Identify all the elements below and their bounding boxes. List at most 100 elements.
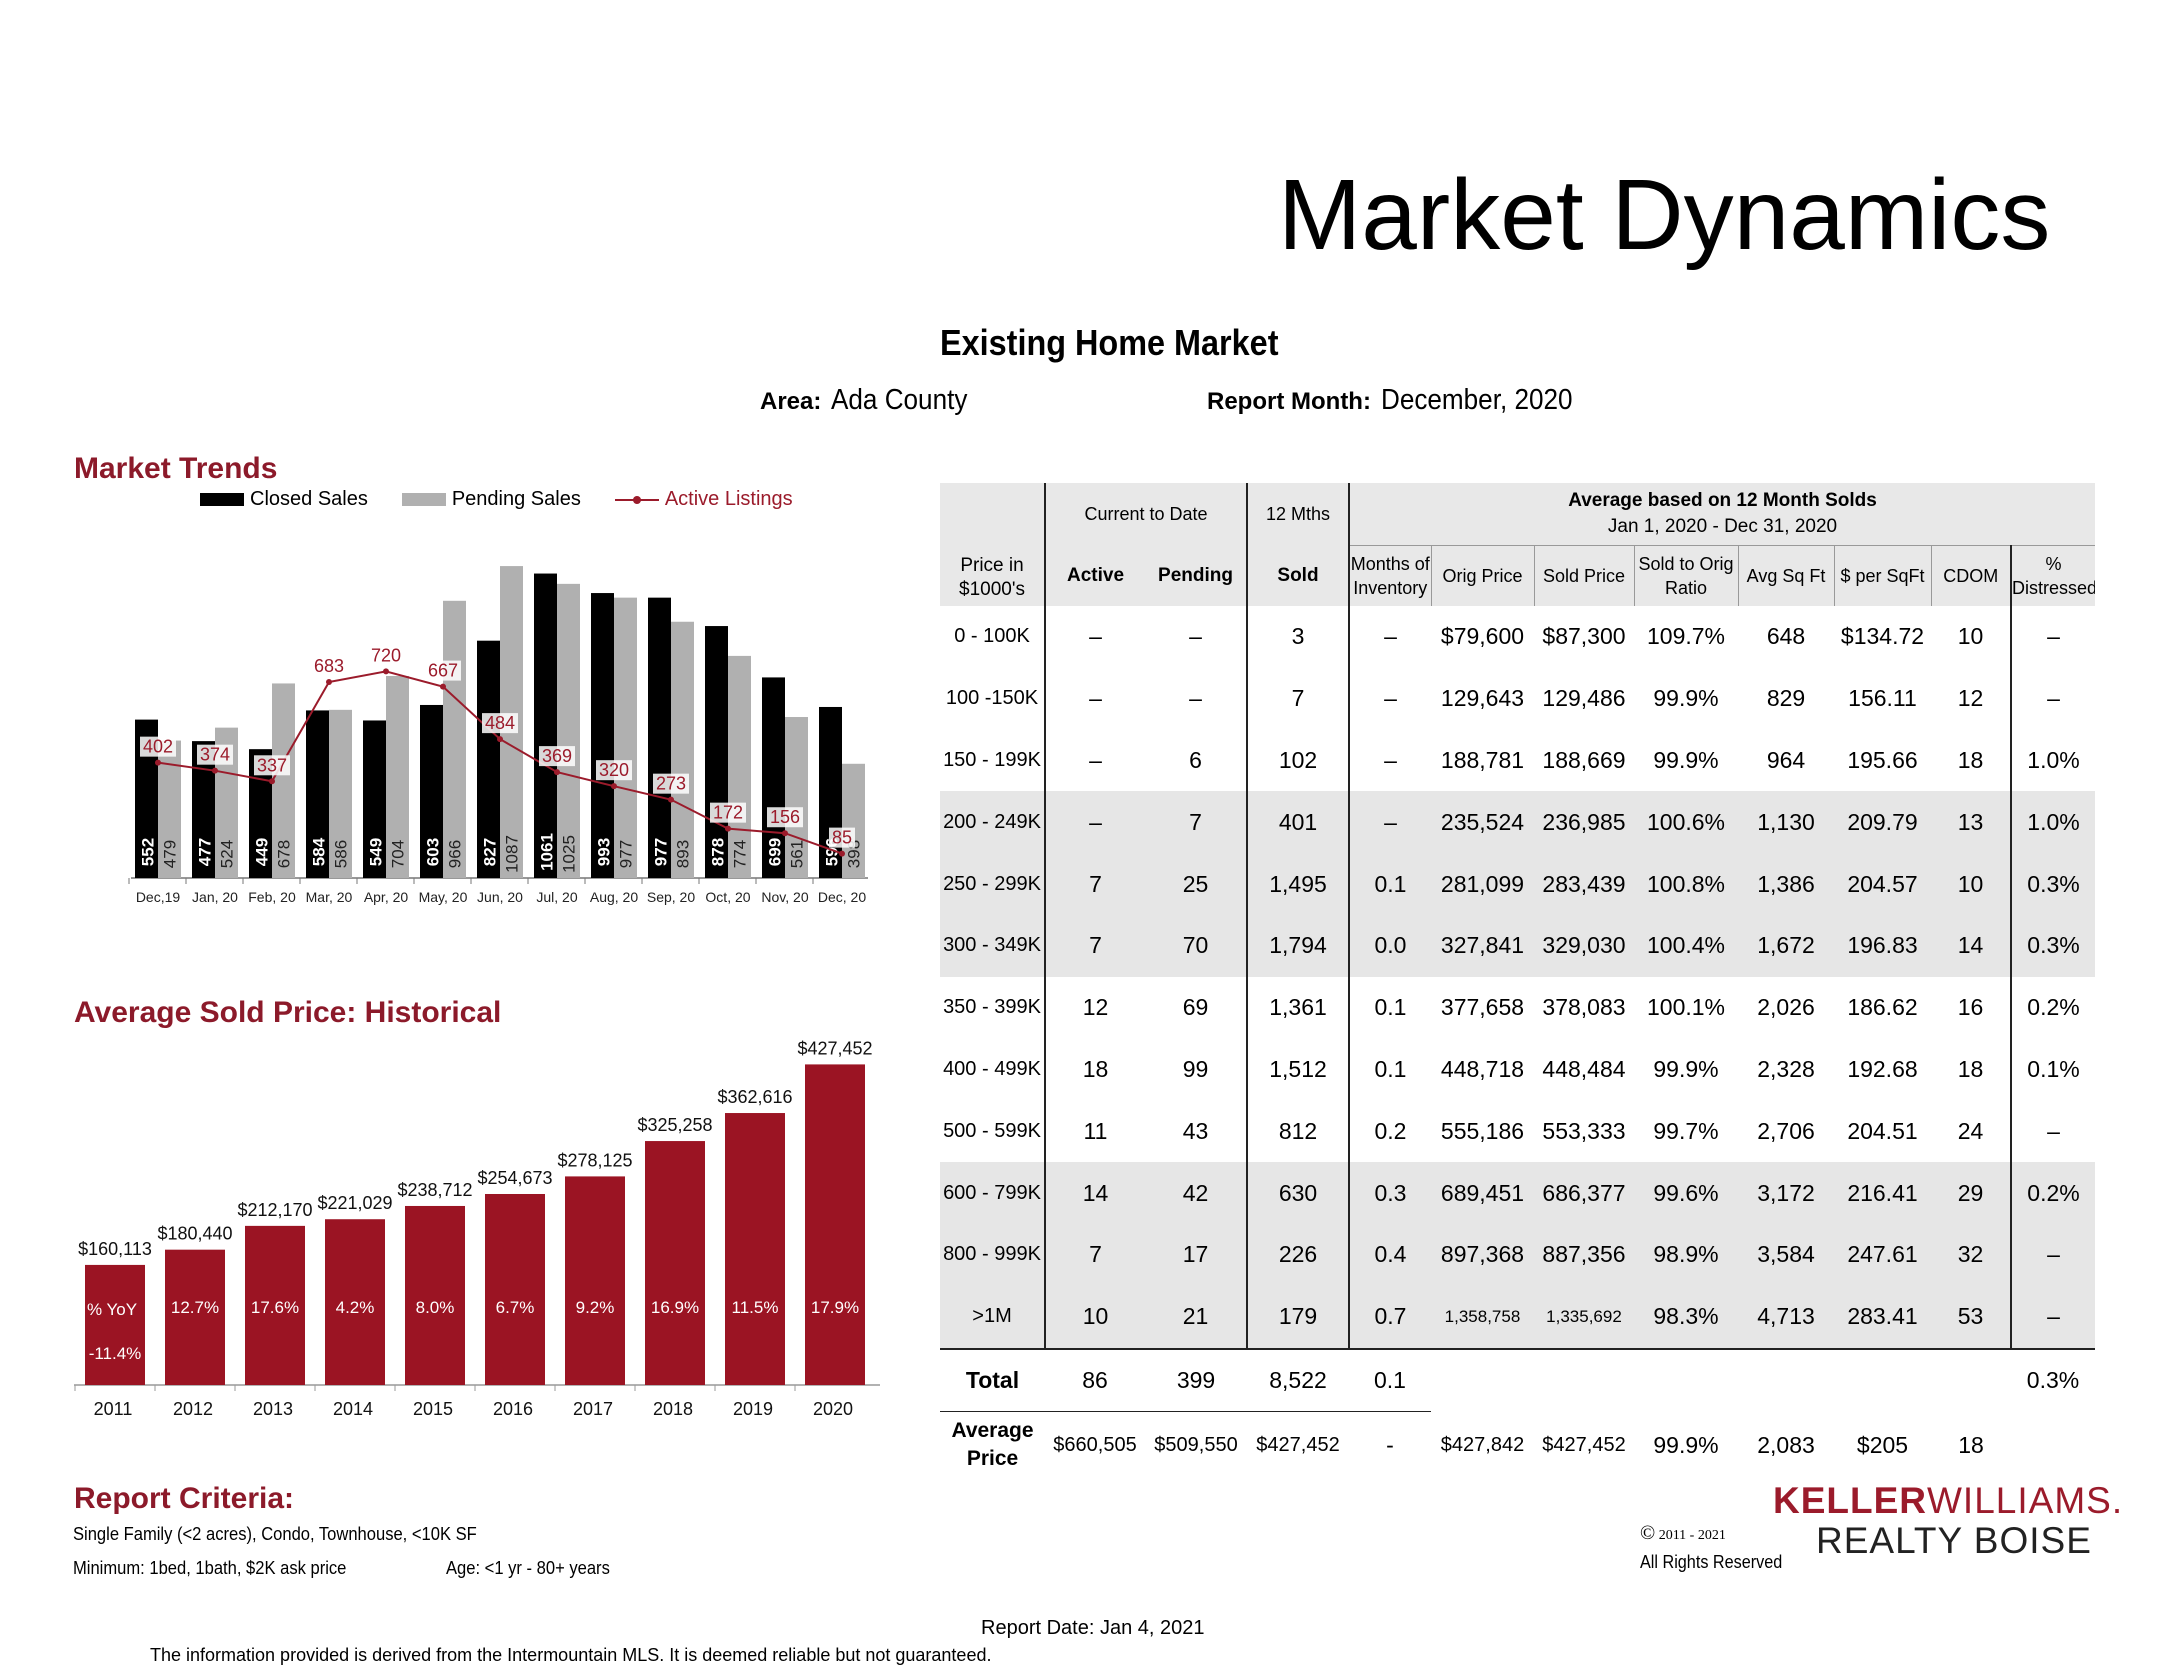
- table-cell: 283,439: [1534, 853, 1634, 915]
- average-cell: 2,083: [1757, 1431, 1815, 1458]
- header-average-title: Average based on 12 Month Solds: [1568, 490, 1877, 511]
- historical-heading: Average Sold Price: Historical: [74, 996, 502, 1029]
- x-tick-label: 2016: [493, 1399, 533, 1419]
- table-cell: 99.6%: [1634, 1162, 1738, 1224]
- table-cell: 99: [1145, 1038, 1248, 1101]
- x-tick-label: Jul, 20: [536, 889, 577, 905]
- price-bar: [165, 1249, 225, 1385]
- table-cell: 99.9%: [1653, 685, 1719, 712]
- pending-bar: [557, 583, 580, 878]
- table-cell: –: [2011, 1223, 2096, 1286]
- table-cell: 29: [1931, 1162, 2012, 1224]
- table-cell: 129,486: [1542, 685, 1626, 712]
- x-tick-label: Dec, 20: [818, 889, 866, 905]
- table-cell: 186.62: [1847, 994, 1918, 1021]
- price-bar: [805, 1064, 865, 1385]
- table-cell: 553,333: [1542, 1117, 1626, 1144]
- active-label: 402: [140, 736, 176, 757]
- table-cell: 829: [1766, 685, 1806, 712]
- svg-text:720: 720: [371, 645, 401, 665]
- table-cell: 3,584: [1738, 1223, 1834, 1286]
- table-cell: 179: [1247, 1285, 1350, 1350]
- table-cell: 686,377: [1534, 1162, 1634, 1224]
- x-tick-label: Jun, 20: [477, 889, 523, 905]
- table-cell: 7: [1145, 791, 1248, 854]
- table-cell: 0.1: [1374, 1055, 1407, 1082]
- col-orig-price: Orig Price: [1430, 545, 1534, 606]
- yoy-value: -11.4%: [89, 1344, 142, 1363]
- price-bar: [325, 1219, 385, 1385]
- total-cell: [1834, 1349, 1931, 1412]
- closed-bar: [534, 573, 557, 878]
- pending-bar: [443, 600, 466, 878]
- x-tick-label: 2019: [733, 1399, 773, 1419]
- table-cell: 42: [1145, 1162, 1248, 1224]
- x-tick-label: Aug, 20: [590, 889, 638, 905]
- total-cell: 0.3%: [2026, 1367, 2080, 1394]
- table-cell: 648: [1766, 623, 1806, 650]
- table-cell: 0.3%: [2011, 914, 2096, 977]
- svg-text:337: 337: [257, 755, 287, 775]
- table-row: 600 - 799K 14 42 630 0.3 689,451 686,377 99.6% 3…: [940, 1162, 2096, 1224]
- table-cell: 401: [1247, 791, 1350, 854]
- legend-active-label: Active Listings: [664, 488, 793, 510]
- copyright-icon: ©: [1640, 1522, 1656, 1544]
- x-tick-label: 2011: [94, 1399, 133, 1419]
- table-cell: –: [2047, 1117, 2060, 1144]
- table-cell: 378,083: [1542, 994, 1626, 1021]
- legend-pending-swatch: [401, 493, 446, 506]
- table-cell: 377,658: [1440, 994, 1525, 1021]
- report-month-value: December, 2020: [1380, 384, 1573, 416]
- table-cell: 99.9%: [1653, 746, 1719, 773]
- pending-bar: [671, 621, 694, 878]
- table-cell: 555,186: [1440, 1117, 1525, 1144]
- active-point: [440, 683, 446, 690]
- average-cell: $427,452: [1256, 1433, 1340, 1456]
- table-cell: –: [1384, 746, 1397, 773]
- table-cell: 156.11: [1848, 685, 1917, 712]
- pending-bar-label: 977: [617, 840, 636, 868]
- table-cell: 2,026: [1757, 994, 1815, 1021]
- pending-bar: [785, 717, 808, 878]
- x-tick-label: Nov, 20: [761, 889, 808, 905]
- table-cell: –: [1089, 623, 1102, 650]
- svg-text:667: 667: [428, 661, 458, 681]
- table-cell: 226: [1247, 1223, 1350, 1286]
- closed-bar: [762, 677, 785, 878]
- average-cell: $660,505: [1053, 1433, 1137, 1456]
- table-cell: 100.6%: [1634, 791, 1738, 854]
- table-row: 300 - 349K 7 70 1,794 0.0 327,841 329,030 100.4…: [940, 914, 2096, 977]
- total-cell: 8,522: [1247, 1348, 1349, 1413]
- table-cell: 3: [1247, 606, 1350, 668]
- table-cell: 16: [1931, 976, 2012, 1039]
- active-point: [212, 767, 218, 774]
- price-bar-label: $427,452: [797, 1038, 872, 1058]
- table-cell: 1,386: [1738, 853, 1834, 915]
- table-cell: 283.41: [1834, 1285, 1931, 1350]
- table-cell: –: [1384, 685, 1397, 712]
- table-cell: –: [1145, 667, 1248, 730]
- col-sold: Sold: [1246, 545, 1349, 606]
- yoy-value: 9.2%: [576, 1298, 615, 1317]
- yoy-value: 17.9%: [811, 1298, 859, 1317]
- yoy-value: 17.6%: [251, 1298, 299, 1317]
- trends-legend: Closed Sales Pending Sales Active Listin…: [200, 488, 793, 511]
- table-cell: –: [2047, 685, 2060, 712]
- active-point: [383, 668, 389, 675]
- table-cell: 812: [1247, 1100, 1350, 1163]
- table-cell: 247.61: [1834, 1223, 1931, 1286]
- price-bar: [725, 1113, 785, 1385]
- pending-bar-label: 586: [332, 840, 351, 868]
- table-cell: 2,328: [1757, 1055, 1815, 1082]
- price-bar-label: $325,258: [637, 1115, 712, 1135]
- table-cell: $87,300: [1542, 623, 1626, 650]
- pending-bar-label: 524: [218, 840, 237, 868]
- table-cell: 43: [1145, 1100, 1248, 1163]
- table-cell: 13: [1931, 791, 2012, 854]
- closed-bar-label: 584: [310, 837, 329, 866]
- active-label: 683: [311, 656, 347, 677]
- pending-bar-label: 1025: [560, 835, 579, 873]
- price-bar: [485, 1193, 545, 1385]
- average-label: Average Price: [951, 1419, 1034, 1471]
- pending-bar: [386, 675, 409, 878]
